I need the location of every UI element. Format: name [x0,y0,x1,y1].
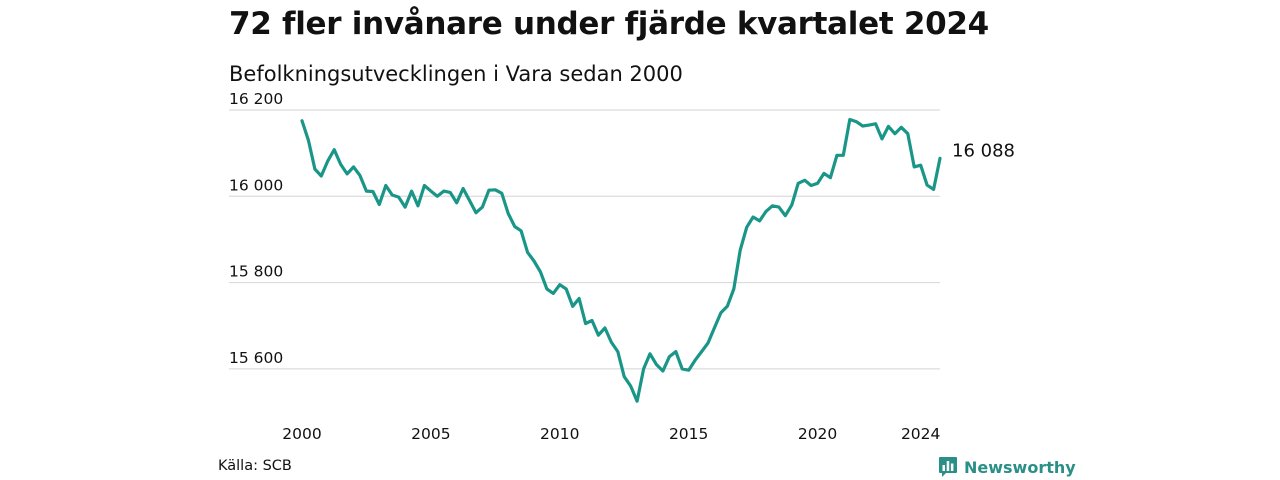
bar-chart-icon [939,457,957,477]
population-line [300,117,942,403]
end-value-label-group: 16 088 [952,140,1015,161]
end-value-label: 16 088 [952,140,1015,161]
line-chart: 15 600 15 800 16 000 16 200 2000 2005 2010 201… [229,90,1015,443]
series-layer [300,117,942,403]
x-tick-label: 2024 [901,425,940,443]
brand-name: Newsworthy [964,457,1076,477]
x-axis-labels: 2000 2005 2010 2015 2020 2024 [282,425,940,443]
newsworthy-logo: Newsworthy [938,455,1076,479]
x-tick-label: 2000 [282,425,321,443]
x-tick-label: 2015 [669,425,708,443]
x-tick-label: 2020 [798,425,837,443]
x-tick-label: 2005 [411,425,450,443]
y-tick-label: 15 600 [229,349,283,367]
chart-subtitle: Befolkningsutvecklingen i Vara sedan 200… [229,62,683,86]
source-note: Källa: SCB [218,458,292,474]
y-tick-label: 16 000 [229,176,283,194]
chart-title: 72 fler invånare under fjärde kvartalet … [229,6,989,42]
gridlines [229,109,940,370]
y-axis-labels: 15 600 15 800 16 000 16 200 [229,90,283,367]
y-tick-label: 15 800 [229,263,283,281]
x-tick-label: 2010 [540,425,579,443]
y-tick-label: 16 200 [229,90,283,108]
